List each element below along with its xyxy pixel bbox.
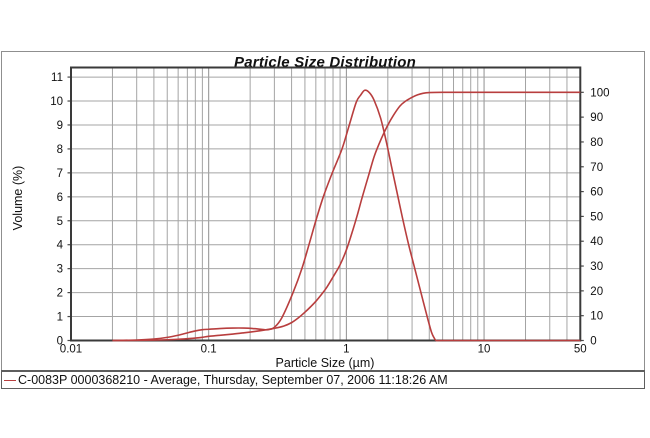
tick-label-y-right: 100 (590, 87, 609, 99)
tick-label-y-left: 4 (57, 240, 64, 252)
tick-label-y-left: 6 (57, 192, 63, 204)
curve-cumulative_volume_percent (112, 91, 581, 342)
tick-label-y-left: 3 (57, 264, 63, 276)
tick-label-y-left: 2 (57, 288, 63, 300)
tick-label-y-right: 70 (590, 162, 603, 174)
tick-label-x: 1 (343, 344, 349, 356)
tick-label-y-left: 8 (57, 144, 63, 156)
legend-strip: C-0083P 0000368210 - Average, Thursday, … (1, 370, 645, 389)
tick-label-y-right: 40 (590, 236, 603, 248)
tick-label-y-right: 80 (590, 137, 603, 149)
tick-label-y-right: 30 (590, 261, 603, 273)
x-axis-title: Particle Size (µm) (275, 356, 375, 370)
tick-label-y-left: 9 (57, 120, 63, 132)
tick-label-y-right: 50 (590, 211, 603, 223)
tick-label-x: 50 (574, 344, 587, 356)
tick-label-x: 10 (478, 344, 491, 356)
plot-frame (70, 66, 582, 342)
tick-label-y-left: 7 (57, 168, 63, 180)
tick-label-x: 0.1 (201, 344, 217, 356)
tick-label-y-left: 0 (57, 336, 63, 348)
tick-label-y-right: 90 (590, 112, 603, 124)
tick-label-y-right: 60 (590, 187, 603, 199)
report-outer-frame (1, 51, 645, 389)
tick-label-y-left: 10 (50, 96, 63, 108)
legend-label: C-0083P 0000368210 - Average, Thursday, … (18, 373, 448, 387)
tick-label-y-left: 11 (51, 72, 63, 84)
tick-label-y-right: 10 (590, 311, 603, 323)
legend-sample-line-icon (4, 379, 16, 381)
tick-label-y-left: 5 (57, 216, 63, 228)
tick-label-y-right: 0 (590, 336, 596, 348)
y-axis-title: Volume (%) (11, 165, 25, 231)
curve-volume_density_percent (112, 89, 581, 342)
tick-label-y-left: 1 (57, 312, 63, 324)
tick-label-x: 0.01 (60, 344, 82, 356)
tick-label-y-right: 20 (590, 286, 603, 298)
